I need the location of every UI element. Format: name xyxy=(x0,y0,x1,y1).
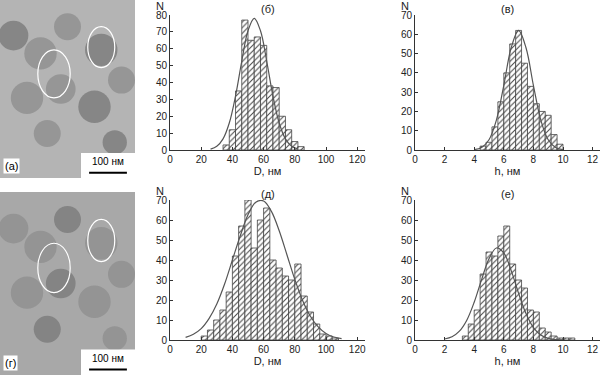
svg-text:4: 4 xyxy=(471,154,477,165)
svg-text:10: 10 xyxy=(557,344,569,355)
svg-text:0: 0 xyxy=(412,344,418,355)
svg-text:60: 60 xyxy=(401,29,413,40)
svg-text:0: 0 xyxy=(161,145,167,156)
svg-text:8: 8 xyxy=(531,154,537,165)
svg-text:(в): (в) xyxy=(501,3,514,15)
svg-text:30: 30 xyxy=(401,87,413,98)
svg-text:N: N xyxy=(156,0,164,12)
svg-text:20: 20 xyxy=(196,154,208,165)
svg-text:100: 100 xyxy=(318,344,335,355)
svg-text:120: 120 xyxy=(349,154,366,165)
svg-text:60: 60 xyxy=(258,154,270,165)
svg-text:20: 20 xyxy=(401,295,413,306)
svg-text:12: 12 xyxy=(587,154,599,165)
svg-text:60: 60 xyxy=(156,43,168,54)
svg-text:120: 120 xyxy=(349,344,366,355)
svg-text:12: 12 xyxy=(587,344,599,355)
svg-text:50: 50 xyxy=(401,235,413,246)
svg-text:8: 8 xyxy=(531,344,537,355)
svg-text:N: N xyxy=(401,0,409,12)
svg-text:80: 80 xyxy=(289,344,301,355)
svg-text:D, нм: D, нм xyxy=(254,165,282,177)
svg-text:40: 40 xyxy=(156,255,168,266)
svg-text:0: 0 xyxy=(406,335,412,346)
svg-text:2: 2 xyxy=(442,344,448,355)
svg-text:70: 70 xyxy=(156,26,168,37)
svg-text:(б): (б) xyxy=(261,3,275,15)
svg-text:(д): (д) xyxy=(261,188,275,200)
svg-text:80: 80 xyxy=(289,154,301,165)
svg-text:0: 0 xyxy=(161,335,167,346)
svg-text:50: 50 xyxy=(156,235,168,246)
svg-text:70: 70 xyxy=(401,195,413,206)
svg-text:30: 30 xyxy=(401,275,413,286)
svg-text:N: N xyxy=(401,185,409,197)
svg-text:h, нм: h, нм xyxy=(495,165,521,177)
svg-text:0: 0 xyxy=(406,145,412,156)
svg-text:h, нм: h, нм xyxy=(495,355,521,367)
svg-text:100 нм: 100 нм xyxy=(92,353,124,364)
svg-text:4: 4 xyxy=(471,344,477,355)
svg-text:0: 0 xyxy=(412,154,418,165)
svg-text:10: 10 xyxy=(156,315,168,326)
svg-text:30: 30 xyxy=(156,275,168,286)
svg-text:40: 40 xyxy=(227,344,239,355)
svg-text:60: 60 xyxy=(156,215,168,226)
svg-text:(г): (г) xyxy=(5,357,16,369)
svg-text:10: 10 xyxy=(156,128,168,139)
svg-text:10: 10 xyxy=(401,315,413,326)
svg-text:6: 6 xyxy=(501,344,507,355)
svg-text:50: 50 xyxy=(156,60,168,71)
svg-text:0: 0 xyxy=(167,154,173,165)
svg-text:40: 40 xyxy=(227,154,239,165)
svg-text:10: 10 xyxy=(557,154,569,165)
svg-text:20: 20 xyxy=(156,111,168,122)
svg-text:70: 70 xyxy=(156,195,168,206)
svg-text:20: 20 xyxy=(156,295,168,306)
svg-text:30: 30 xyxy=(156,94,168,105)
svg-text:0: 0 xyxy=(167,344,173,355)
svg-text:40: 40 xyxy=(401,67,413,78)
svg-text:40: 40 xyxy=(156,77,168,88)
svg-text:80: 80 xyxy=(156,10,168,21)
svg-text:(е): (е) xyxy=(501,188,514,200)
svg-text:D, нм: D, нм xyxy=(254,355,282,367)
svg-text:10: 10 xyxy=(401,125,413,136)
svg-text:2: 2 xyxy=(442,154,448,165)
svg-text:N: N xyxy=(156,185,164,197)
svg-text:60: 60 xyxy=(401,215,413,226)
svg-text:100: 100 xyxy=(318,154,335,165)
svg-text:40: 40 xyxy=(401,255,413,266)
svg-text:70: 70 xyxy=(401,10,413,21)
svg-text:50: 50 xyxy=(401,48,413,59)
svg-text:100 нм: 100 нм xyxy=(92,156,124,167)
svg-text:20: 20 xyxy=(401,106,413,117)
svg-text:20: 20 xyxy=(196,344,208,355)
svg-text:6: 6 xyxy=(501,154,507,165)
svg-text:60: 60 xyxy=(258,344,270,355)
svg-text:(а): (а) xyxy=(5,160,18,172)
